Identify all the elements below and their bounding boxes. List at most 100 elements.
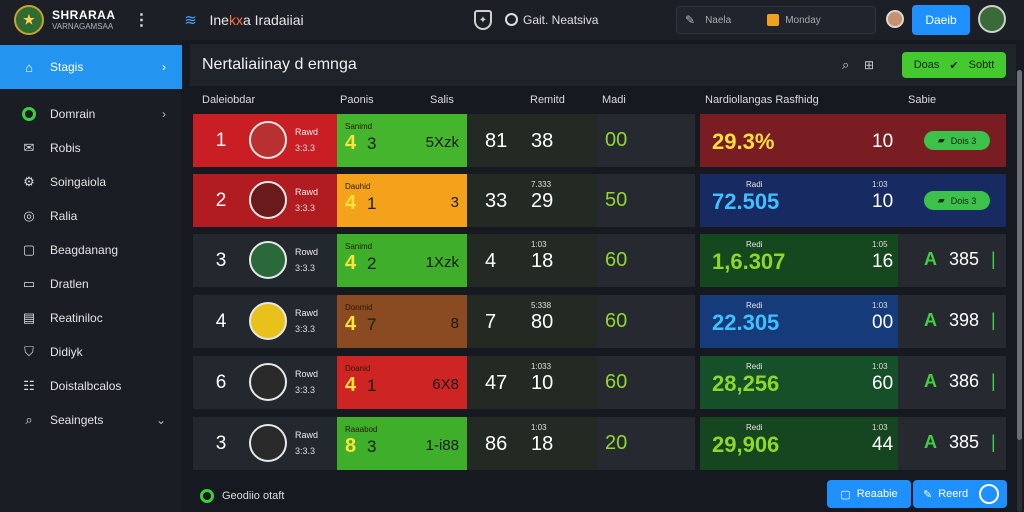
- pencil-icon: ✎: [685, 13, 696, 27]
- column-header[interactable]: Remitd: [530, 94, 565, 106]
- sidebar-item[interactable]: ⌕ Seaingets ⌄: [0, 403, 182, 437]
- action-button[interactable]: Doas ✔ Sobtt: [902, 52, 1006, 78]
- stats-label: 5:338: [531, 301, 552, 310]
- rate-cell: Radi 72.505 1:03 10: [700, 174, 898, 227]
- player-cell[interactable]: Rawd 3:3.3: [249, 174, 337, 227]
- shield-icon[interactable]: ✦: [474, 10, 492, 30]
- value: 60: [605, 310, 628, 332]
- rate-tick: 1:03: [872, 180, 888, 189]
- app-title: Inekxa Iradaiiai: [210, 12, 304, 28]
- value-cell: 60: [597, 356, 695, 409]
- brand: SHRARAA VARNAGAMSAA: [52, 9, 116, 31]
- chevron-right-icon: ›: [162, 107, 166, 121]
- points-cell: Sanimd 4 2 1Xzk: [337, 234, 467, 287]
- player-cell[interactable]: Rawd 3:3.3: [249, 114, 337, 167]
- user-avatar[interactable]: [978, 5, 1006, 33]
- table-row[interactable]: 6 Rowd 3:3.3 Doanid 4 1 6X8 1:033 47 10 …: [193, 356, 1008, 409]
- points-minor: 3: [367, 134, 377, 153]
- sidebar-item[interactable]: ✉ Robis: [0, 131, 182, 165]
- score-bar: |: [991, 249, 996, 269]
- points-label: Dauhid: [345, 182, 371, 191]
- avatar: [249, 363, 287, 401]
- search-icon: ⌕: [25, 412, 33, 427]
- value-cell: 60: [597, 295, 695, 348]
- folder-icon: ▤: [22, 310, 36, 325]
- sidebar-item[interactable]: ▤ Reatiniloc: [0, 301, 182, 335]
- points-major: 4: [345, 374, 357, 396]
- rank-cell: 2: [193, 174, 249, 227]
- score-value: 398: [949, 310, 980, 330]
- stats-cell: 7.333 33 29: [467, 174, 597, 227]
- avatar: [249, 424, 287, 462]
- dashboard-button[interactable]: Daeib: [912, 5, 970, 35]
- column-header[interactable]: Daleiobdar: [202, 94, 256, 106]
- stat-primary: 7: [485, 311, 497, 333]
- value-cell: 20: [597, 417, 695, 470]
- table-row[interactable]: 1 Rawd 3:3.3 Sanimd 4 3 5Xzk 81 38 00 29…: [193, 114, 1008, 167]
- grid-icon[interactable]: ⊞: [864, 58, 875, 72]
- player-cell[interactable]: Rawd 3:3.3: [249, 295, 337, 348]
- points-cell: Sanimd 4 3 5Xzk: [337, 114, 467, 167]
- circle-icon: [979, 484, 999, 504]
- stats-label: 1:03: [531, 240, 547, 249]
- player-name: Rowd: [295, 369, 319, 379]
- minus-icon: ▭: [22, 276, 36, 291]
- column-header[interactable]: Sabie: [908, 94, 937, 106]
- player-name: Rawd: [295, 187, 319, 197]
- player-team: 3:3.3: [295, 324, 316, 334]
- sidebar-item[interactable]: ⚙ Soingaiola: [0, 165, 182, 199]
- rank-cell: 4: [193, 295, 249, 348]
- player-cell[interactable]: Rowd 3:3.3: [249, 234, 337, 287]
- status-cell: A 385 |: [898, 417, 1006, 470]
- main-header: Nertaliaiinay d emnga ⌕ ⊞ Doas ✔ Sobtt: [190, 44, 1016, 86]
- table-row[interactable]: 3 Rawd 3:3.3 Raaabod 8 3 1-i88 1:03 86 1…: [193, 417, 1008, 470]
- status-badge[interactable]: ▰ Dois 3: [924, 131, 990, 150]
- column-header[interactable]: Madi: [602, 94, 626, 106]
- chat-icon: ▰: [937, 135, 945, 145]
- table-row[interactable]: 2 Rawd 3:3.3 Dauhid 4 1 3 7.333 33 29 50…: [193, 174, 1008, 227]
- avatar[interactable]: [886, 10, 904, 28]
- dots-vertical-icon[interactable]: ⋮: [133, 12, 150, 29]
- rate-number: 60: [872, 373, 894, 394]
- rate-value: 22.305: [712, 310, 780, 335]
- table-row[interactable]: 4 Rawd 3:3.3 Donmid 4 7 8 5:338 7 80 60 …: [193, 295, 1008, 348]
- search-icon[interactable]: ⌕: [842, 57, 850, 72]
- search-input[interactable]: ✎ Naela Monday: [676, 6, 876, 34]
- sidebar-item[interactable]: ⌂ Stagis ›: [0, 45, 182, 89]
- rate-number: 16: [872, 251, 894, 272]
- table-row[interactable]: 3 Rowd 3:3.3 Sanimd 4 2 1Xzk 1:03 4 18 6…: [193, 234, 1008, 287]
- sidebar-item-label: Stagis: [50, 60, 84, 74]
- rate-cell: Redi 22.305 1:03 00: [700, 295, 898, 348]
- rank: 3: [215, 249, 227, 271]
- footer-button-primary[interactable]: ▢ Reaabie: [827, 480, 911, 508]
- player-name: Rawd: [295, 127, 319, 137]
- check-icon: ✔: [949, 59, 959, 72]
- sidebar-item[interactable]: Domrain ›: [0, 97, 182, 131]
- stat-secondary: 18: [531, 433, 554, 455]
- stat-primary: 33: [485, 190, 508, 212]
- sidebar-item[interactable]: ☷ Doistalbcalos: [0, 369, 182, 403]
- points-major: 4: [345, 313, 357, 335]
- sidebar-item[interactable]: ▭ Dratlen: [0, 267, 182, 301]
- sidebar-item[interactable]: ▢ Beagdanang: [0, 233, 182, 267]
- match-label[interactable]: Gait. Neatsiva: [523, 13, 599, 27]
- points-cell: Dauhid 4 1 3: [337, 174, 467, 227]
- player-cell[interactable]: Rowd 3:3.3: [249, 356, 337, 409]
- footer-button-secondary[interactable]: ✎ Reerd: [913, 480, 1007, 508]
- column-header[interactable]: Salis: [430, 94, 454, 106]
- column-header[interactable]: Nardiollangas Rasfhidg: [705, 94, 819, 106]
- score-value: 385: [949, 249, 980, 269]
- scrollbar-thumb[interactable]: [1017, 70, 1022, 440]
- check-circle-icon: [20, 105, 38, 123]
- sidebar-item[interactable]: ◎ Ralia: [0, 199, 182, 233]
- status-badge-label: Dois 3: [950, 195, 977, 206]
- club-logo[interactable]: ★: [14, 5, 44, 35]
- calendar-icon: [767, 14, 780, 26]
- column-header[interactable]: Paonis: [340, 94, 374, 106]
- gear-icon: ⚙: [23, 174, 35, 189]
- value: 00: [605, 129, 628, 151]
- sidebar-item[interactable]: ⛉ Didiyk: [0, 335, 182, 369]
- status-badge[interactable]: ▰ Dois 3: [924, 191, 990, 210]
- rate-label: Redi: [746, 423, 763, 432]
- player-cell[interactable]: Rawd 3:3.3: [249, 417, 337, 470]
